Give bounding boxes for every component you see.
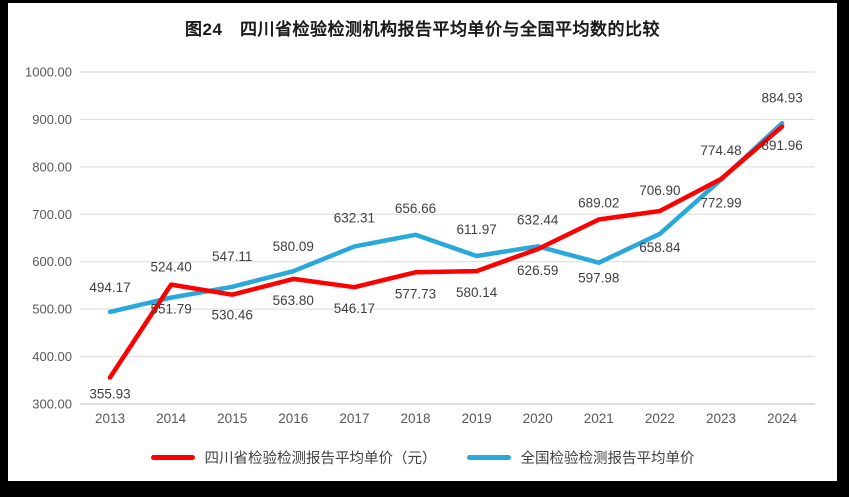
data-label: 706.90 (639, 183, 680, 198)
x-axis-tick-label: 2016 (278, 411, 308, 426)
y-axis-tick-label: 600.00 (32, 254, 72, 269)
x-axis-tick-label: 2023 (706, 411, 736, 426)
data-label: 611.97 (456, 222, 496, 237)
chart-title: 图24 四川省检验检测机构报告平均单价与全国平均数的比较 (185, 20, 660, 39)
data-label: 494.17 (89, 280, 130, 295)
data-label: 563.80 (273, 293, 314, 308)
data-label: 530.46 (212, 308, 253, 323)
y-axis-tick-label: 400.00 (32, 349, 72, 364)
x-axis-tick-label: 2014 (156, 411, 187, 426)
data-label: 656.66 (395, 201, 436, 216)
data-label: 658.84 (639, 240, 681, 255)
data-label: 580.14 (456, 285, 498, 300)
data-label: 689.02 (578, 196, 619, 211)
legend-swatch-national (466, 455, 511, 460)
x-axis-tick-label: 2019 (462, 411, 492, 426)
data-label: 632.31 (334, 210, 375, 225)
data-label: 597.98 (578, 271, 619, 286)
data-label: 546.17 (334, 301, 375, 316)
data-label: 551.79 (150, 302, 191, 317)
legend-item-sichuan: 四川省检验检测报告平均单价（元） (150, 447, 437, 468)
data-label: 626.59 (517, 263, 558, 278)
data-label: 547.11 (212, 249, 252, 264)
data-label: 774.48 (700, 143, 741, 158)
data-label: 580.09 (273, 239, 314, 254)
y-axis-tick-label: 300.00 (32, 397, 72, 412)
y-axis-tick-label: 1000.00 (25, 65, 72, 80)
series-line-0 (107, 124, 785, 380)
x-axis-tick-label: 2017 (339, 411, 369, 426)
chart-figure: 图24 四川省检验检测机构报告平均单价与全国平均数的比较 1000.00 900.… (8, 3, 837, 481)
x-axis-tick-label: 2022 (645, 411, 675, 426)
y-axis-tick-label: 800.00 (32, 159, 72, 174)
data-label: 632.44 (517, 212, 559, 227)
data-label: 884.93 (761, 91, 802, 106)
y-axis-tick-label: 900.00 (32, 112, 72, 127)
legend-item-national: 全国检验检测报告平均单价 (466, 447, 695, 468)
y-axis-tick-label: 700.00 (32, 207, 72, 222)
legend-label-national: 全国检验检测报告平均单价 (520, 451, 695, 467)
data-label: 891.96 (761, 138, 802, 153)
x-axis-tick-label: 2024 (767, 411, 798, 426)
data-label: 577.73 (395, 286, 436, 301)
line-chart-plot: 1000.00 900.00 800.00 700.00 600.00 500.00 400… (25, 65, 815, 426)
data-label: 772.99 (700, 196, 741, 211)
x-axis-tick-label: 2018 (400, 411, 430, 426)
legend-label-sichuan: 四川省检验检测报告平均单价（元） (204, 451, 437, 467)
legend-swatch-sichuan (150, 455, 195, 460)
series-line-1 (107, 120, 785, 315)
data-label: 524.40 (150, 260, 191, 275)
data-label: 355.93 (89, 387, 130, 402)
y-axis-tick-label: 500.00 (32, 302, 72, 317)
chart-legend: 四川省检验检测报告平均单价（元） 全国检验检测报告平均单价 (8, 447, 837, 468)
x-axis-tick-label: 2020 (523, 411, 553, 426)
x-axis-tick-label: 2021 (584, 411, 614, 426)
x-axis-tick-label: 2013 (95, 411, 125, 426)
x-axis-tick-label: 2015 (217, 411, 247, 426)
